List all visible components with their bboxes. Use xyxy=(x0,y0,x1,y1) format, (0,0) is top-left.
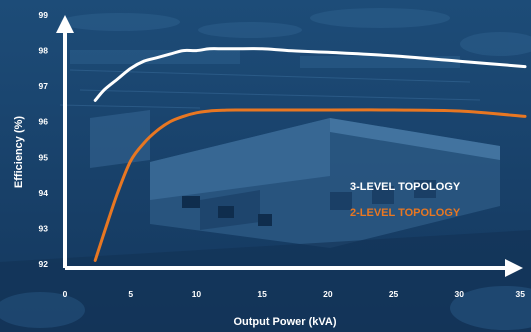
y-tick-label: 99 xyxy=(39,10,49,20)
legend-label-3-level: 3-LEVEL TOPOLOGY xyxy=(350,181,461,193)
y-tick-label: 96 xyxy=(39,117,49,127)
x-tick-label: 30 xyxy=(455,289,465,299)
x-tick-label: 10 xyxy=(192,289,202,299)
x-axis-title: Output Power (kVA) xyxy=(233,316,336,328)
x-tick-label: 25 xyxy=(389,289,399,299)
y-tick-labels: 92 93 94 95 96 97 98 99 xyxy=(39,10,49,269)
x-tick-label: 5 xyxy=(128,289,133,299)
y-tick-label: 97 xyxy=(39,81,49,91)
y-tick-label: 92 xyxy=(39,259,49,269)
series-line-2-level xyxy=(93,108,527,262)
series-line-3-level xyxy=(93,47,527,102)
y-tick-label: 95 xyxy=(39,152,49,162)
y-axis-title: Efficiency (%) xyxy=(13,116,25,188)
chart-axes xyxy=(56,15,523,277)
y-tick-label: 98 xyxy=(39,46,49,56)
series-lines xyxy=(93,47,527,262)
legend-label-2-level: 2-LEVEL TOPOLOGY xyxy=(350,207,461,219)
x-tick-label: 0 xyxy=(63,289,68,299)
y-tick-label: 94 xyxy=(39,188,49,198)
x-tick-label: 20 xyxy=(323,289,333,299)
building-illustration xyxy=(90,110,500,248)
y-tick-label: 93 xyxy=(39,223,49,233)
x-tick-labels: 0 5 10 15 20 25 30 35 xyxy=(63,289,526,299)
x-tick-label: 35 xyxy=(516,289,526,299)
legend: 3-LEVEL TOPOLOGY 2-LEVEL TOPOLOGY xyxy=(350,181,461,219)
x-tick-label: 15 xyxy=(257,289,267,299)
